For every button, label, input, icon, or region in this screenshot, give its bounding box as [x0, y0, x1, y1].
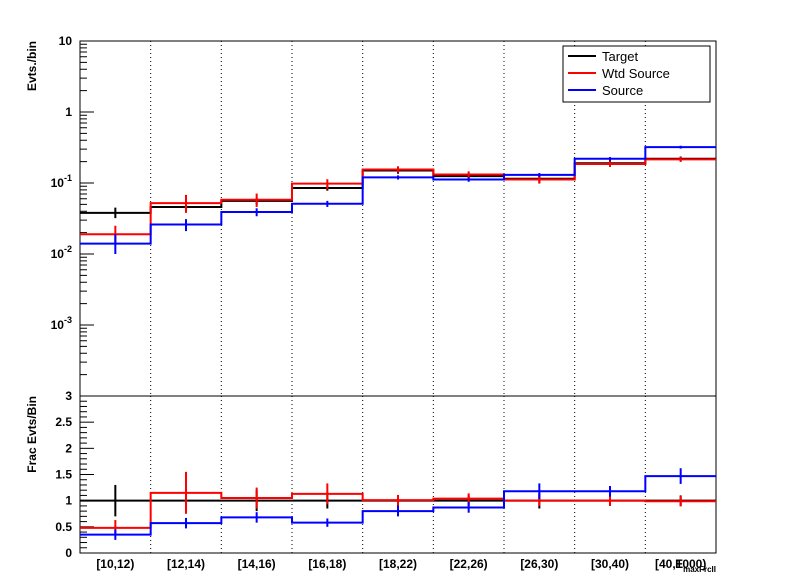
x-category-label: [18,22)	[379, 557, 417, 571]
x-category-label: [30,40)	[591, 557, 629, 571]
x-category-label: [12,14)	[167, 557, 205, 571]
bottom-plot-frame	[79, 395, 717, 554]
y-axis-title-bottom: Frac Evts/Bin	[25, 396, 39, 473]
x-category-label: [16,18)	[308, 557, 346, 571]
y-tick-label-bottom: 2	[65, 441, 72, 455]
x-category-label: [22,26)	[450, 557, 488, 571]
legend-label: Wtd Source	[602, 66, 670, 81]
x-axis-title: EmaxFrcII	[675, 557, 716, 572]
x-category-label: [40,1000)	[655, 557, 706, 571]
y-tick-label-bottom: 1	[65, 494, 72, 508]
x-category-label: [10,12)	[96, 557, 134, 571]
y-tick-label-bottom: 0.5	[55, 520, 72, 534]
series-step-bottom-1	[80, 491, 716, 529]
y-tick-label-bottom: 1.5	[55, 468, 72, 482]
series-step-bottom-2	[80, 475, 716, 536]
x-category-label: [26,30)	[520, 557, 558, 571]
y-tick-label-top: 1	[65, 105, 72, 119]
y-tick-label-bottom: 0	[65, 546, 72, 560]
y-tick-label-top: 10	[59, 34, 73, 48]
y-tick-label-top: 10-3	[51, 315, 72, 332]
x-category-label: [14,16)	[238, 557, 276, 571]
y-tick-label-top: 10-2	[51, 244, 72, 261]
y-axis-title-top: Evts./bin	[25, 41, 39, 91]
y-tick-label-bottom: 3	[65, 389, 72, 403]
y-tick-label-bottom: 2.5	[55, 415, 72, 429]
legend-label: Target	[602, 49, 639, 64]
series-step-top-2	[80, 146, 716, 245]
legend-label: Source	[602, 83, 643, 98]
y-tick-label-top: 10-1	[51, 173, 72, 190]
